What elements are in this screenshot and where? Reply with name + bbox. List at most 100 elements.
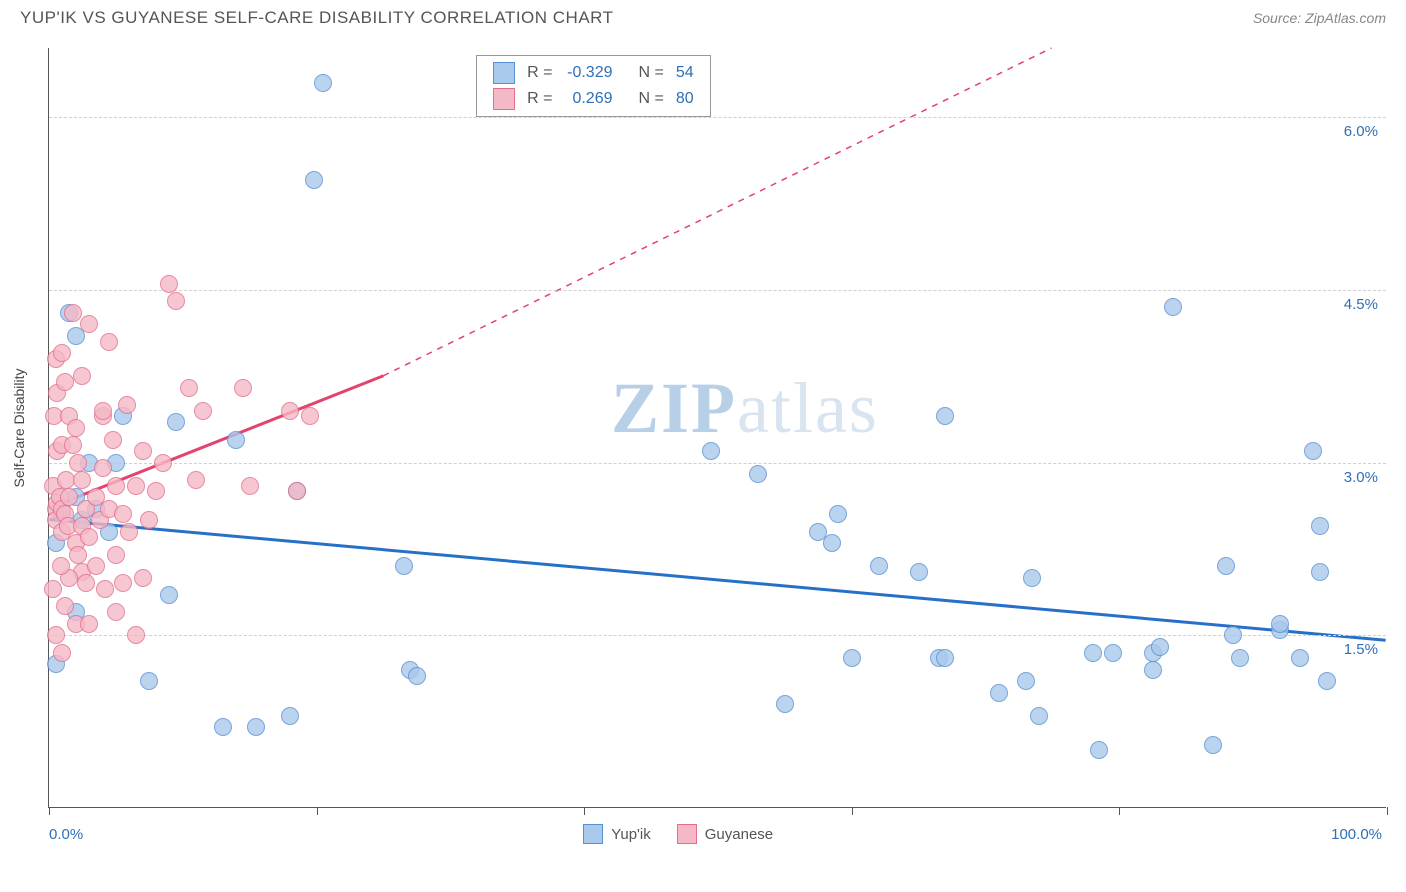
- scatter-point: [60, 488, 78, 506]
- scatter-point: [1271, 615, 1289, 633]
- x-tick: [1387, 807, 1388, 815]
- legend-n-value: 54: [670, 60, 700, 86]
- legend-n-label: N =: [633, 60, 670, 86]
- legend-r-value: 0.269: [559, 86, 619, 112]
- scatter-point: [1164, 298, 1182, 316]
- scatter-point: [53, 644, 71, 662]
- legend-r-label: R =: [521, 60, 558, 86]
- legend-series-label: Guyanese: [705, 826, 773, 843]
- scatter-point: [1291, 649, 1309, 667]
- scatter-point: [56, 373, 74, 391]
- scatter-point: [214, 718, 232, 736]
- scatter-point: [67, 419, 85, 437]
- scatter-point: [52, 557, 70, 575]
- scatter-point: [247, 718, 265, 736]
- scatter-point: [114, 505, 132, 523]
- chart-plot-area: Self-Care Disability ZIPatlas 1.5%3.0%4.…: [48, 48, 1386, 808]
- scatter-point: [870, 557, 888, 575]
- scatter-point: [154, 454, 172, 472]
- scatter-point: [114, 574, 132, 592]
- scatter-point: [80, 528, 98, 546]
- scatter-point: [776, 695, 794, 713]
- chart-title: YUP'IK VS GUYANESE SELF-CARE DISABILITY …: [20, 8, 614, 28]
- x-tick: [49, 807, 50, 815]
- x-tick-label: 100.0%: [1331, 826, 1382, 843]
- scatter-point: [1304, 442, 1322, 460]
- scatter-point: [147, 482, 165, 500]
- scatter-point: [1144, 661, 1162, 679]
- scatter-point: [69, 546, 87, 564]
- gridline: [49, 635, 1386, 636]
- scatter-point: [167, 413, 185, 431]
- scatter-point: [1084, 644, 1102, 662]
- y-tick-label: 6.0%: [1344, 123, 1378, 140]
- legend-swatch: [677, 824, 697, 844]
- trend-line: [49, 520, 1385, 641]
- trend-lines-layer: [49, 48, 1386, 807]
- scatter-point: [241, 477, 259, 495]
- x-tick: [852, 807, 853, 815]
- scatter-point: [1224, 626, 1242, 644]
- scatter-point: [107, 546, 125, 564]
- scatter-point: [127, 626, 145, 644]
- scatter-point: [94, 402, 112, 420]
- x-tick: [584, 807, 585, 815]
- scatter-point: [140, 672, 158, 690]
- scatter-point: [1090, 741, 1108, 759]
- scatter-point: [73, 367, 91, 385]
- x-tick-label: 0.0%: [49, 826, 83, 843]
- legend-r-value: -0.329: [559, 60, 619, 86]
- legend-swatch: [493, 88, 515, 110]
- scatter-point: [301, 407, 319, 425]
- scatter-point: [120, 523, 138, 541]
- scatter-point: [749, 465, 767, 483]
- x-tick: [317, 807, 318, 815]
- scatter-point: [47, 626, 65, 644]
- scatter-point: [1217, 557, 1235, 575]
- scatter-point: [104, 431, 122, 449]
- scatter-point: [936, 407, 954, 425]
- scatter-point: [118, 396, 136, 414]
- watermark-light: atlas: [737, 368, 879, 448]
- scatter-point: [1023, 569, 1041, 587]
- scatter-point: [1311, 517, 1329, 535]
- scatter-point: [77, 574, 95, 592]
- scatter-point: [96, 580, 114, 598]
- legend-n-label: N =: [633, 86, 670, 112]
- scatter-point: [823, 534, 841, 552]
- legend-series-label: Yup'ik: [611, 826, 651, 843]
- watermark-bold: ZIP: [611, 368, 737, 448]
- scatter-point: [107, 603, 125, 621]
- scatter-point: [843, 649, 861, 667]
- scatter-point: [1030, 707, 1048, 725]
- scatter-point: [936, 649, 954, 667]
- scatter-point: [94, 459, 112, 477]
- scatter-point: [194, 402, 212, 420]
- scatter-point: [829, 505, 847, 523]
- scatter-point: [140, 511, 158, 529]
- scatter-point: [64, 304, 82, 322]
- scatter-point: [73, 471, 91, 489]
- scatter-point: [990, 684, 1008, 702]
- scatter-point: [408, 667, 426, 685]
- y-axis-title: Self-Care Disability: [11, 368, 27, 487]
- scatter-point: [80, 615, 98, 633]
- x-tick: [1119, 807, 1120, 815]
- scatter-point: [107, 477, 125, 495]
- legend-n-value: 80: [670, 86, 700, 112]
- scatter-point: [134, 442, 152, 460]
- scatter-point: [288, 482, 306, 500]
- gridline: [49, 117, 1386, 118]
- series-legend: Yup'ik Guyanese: [583, 824, 791, 844]
- scatter-point: [910, 563, 928, 581]
- scatter-point: [127, 477, 145, 495]
- legend-swatch: [583, 824, 603, 844]
- scatter-point: [44, 580, 62, 598]
- scatter-point: [53, 344, 71, 362]
- scatter-point: [160, 586, 178, 604]
- scatter-point: [1318, 672, 1336, 690]
- scatter-point: [395, 557, 413, 575]
- scatter-point: [100, 333, 118, 351]
- y-tick-label: 3.0%: [1344, 469, 1378, 486]
- scatter-point: [1311, 563, 1329, 581]
